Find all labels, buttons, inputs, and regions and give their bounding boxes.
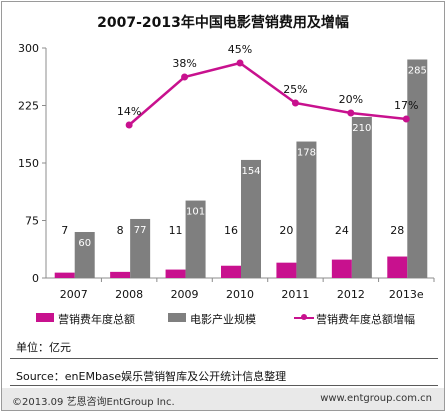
data-label-industry-size: 101 xyxy=(186,207,205,218)
data-label-marketing-total: 28 xyxy=(390,224,404,237)
unit-note: 单位：亿元 xyxy=(16,341,71,354)
legend-label-growth-rate: 营销费年度总额增幅 xyxy=(316,313,415,326)
bar-industry-size xyxy=(296,141,317,278)
legend-swatch-marketing-total xyxy=(36,313,54,322)
chart-title: 2007-2013年中国电影营销费用及增幅 xyxy=(97,15,349,31)
bar-industry-size xyxy=(407,59,428,278)
chart-legend: 营销费年度总额 电影产业规模 营销费年度总额增幅 xyxy=(16,308,444,330)
bar-marketing-total xyxy=(276,262,297,278)
bar-industry-size xyxy=(241,159,261,278)
data-label-industry-size: 60 xyxy=(78,238,91,249)
data-label-marketing-total: 11 xyxy=(169,224,183,237)
bar-industry-size xyxy=(351,117,372,278)
bar-marketing-total xyxy=(387,256,408,278)
footer-bar: ©2013.09 艺恩咨询EntGroup Inc. www.entgroup.… xyxy=(2,388,444,410)
growth-rate-point xyxy=(347,109,355,117)
y-tick-label: 150 xyxy=(18,157,39,170)
legend-label-marketing-total: 营销费年度总额 xyxy=(58,313,135,326)
growth-rate-label: 38% xyxy=(172,57,196,70)
y-tick-label: 0 xyxy=(32,272,39,285)
x-tick-label: 2011 xyxy=(281,288,309,301)
source-divider-bottom xyxy=(10,385,438,386)
data-label-marketing-total: 16 xyxy=(224,224,238,237)
source-divider-top xyxy=(10,358,438,359)
source-note: Source：enEMbase娱乐营销智库及公开统计信息整理 xyxy=(16,370,287,383)
x-tick-label: 2008 xyxy=(115,288,143,301)
growth-rate-label: 17% xyxy=(394,99,418,112)
bar-marketing-total xyxy=(221,265,241,278)
x-tick-label: 2013e xyxy=(389,288,424,301)
footer-website: www.entgroup.com.cn xyxy=(320,393,432,404)
growth-rate-label: 20% xyxy=(339,93,363,106)
growth-rate-point xyxy=(291,99,299,107)
bar-marketing-total xyxy=(54,272,75,278)
data-label-marketing-total: 8 xyxy=(117,224,124,237)
legend-swatch-industry-size xyxy=(168,313,186,322)
x-tick-label: 2012 xyxy=(337,288,365,301)
bar-marketing-total xyxy=(110,271,131,278)
growth-rate-point xyxy=(402,115,410,123)
bar-industry-size xyxy=(185,200,206,278)
data-label-industry-size: 285 xyxy=(408,66,427,77)
data-label-industry-size: 77 xyxy=(134,225,147,236)
data-label-industry-size: 178 xyxy=(297,148,316,159)
legend-label-industry-size: 电影产业规模 xyxy=(190,313,256,326)
growth-rate-label: 14% xyxy=(117,105,141,118)
data-label-marketing-total: 7 xyxy=(61,224,68,237)
bar-marketing-total xyxy=(331,259,352,278)
growth-rate-point xyxy=(125,121,133,129)
data-label-industry-size: 154 xyxy=(241,166,260,177)
growth-rate-line xyxy=(128,61,407,126)
y-tick-label: 300 xyxy=(18,42,39,55)
x-tick-label: 2007 xyxy=(60,288,88,301)
data-label-marketing-total: 20 xyxy=(279,224,293,237)
growth-rate-label: 45% xyxy=(228,43,252,56)
x-tick-label: 2009 xyxy=(171,288,199,301)
growth-rate-point xyxy=(181,73,189,81)
bar-marketing-total xyxy=(165,269,186,278)
growth-rate-point xyxy=(236,59,244,67)
bar-industry-size xyxy=(130,218,151,278)
y-tick-label: 75 xyxy=(25,215,39,228)
data-label-marketing-total: 24 xyxy=(335,224,349,237)
legend-swatch-growth-dot xyxy=(301,314,307,320)
growth-rate-label: 25% xyxy=(283,83,307,96)
y-tick-label: 225 xyxy=(18,100,39,113)
data-label-industry-size: 210 xyxy=(352,123,371,134)
footer-copyright: ©2013.09 艺恩咨询EntGroup Inc. xyxy=(12,397,175,408)
x-tick-label: 2010 xyxy=(226,288,254,301)
bar-industry-size xyxy=(74,232,95,278)
